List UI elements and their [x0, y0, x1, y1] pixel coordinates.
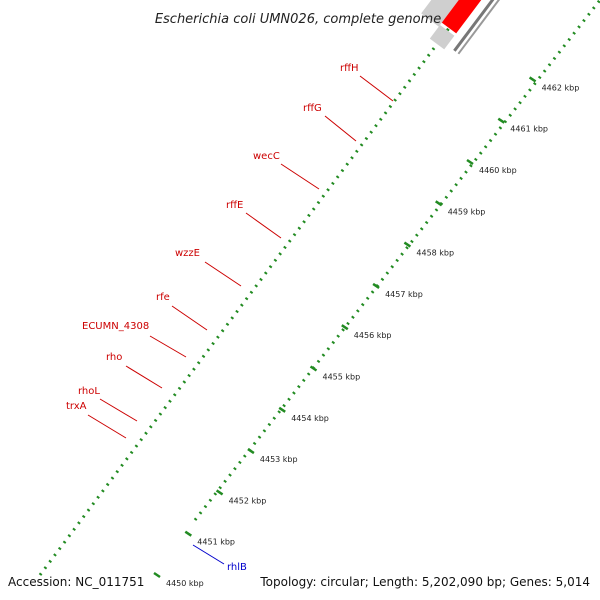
- gene-label-wzze: wzzE: [175, 248, 200, 259]
- kbp-tick-label: 4451 kbp: [197, 538, 235, 547]
- gene-label-rho: rho: [106, 352, 122, 363]
- kbp-tick-label: 4457 kbp: [385, 290, 423, 299]
- kbp-tick-label: 4460 kbp: [479, 166, 517, 175]
- kbp-tick-8: [403, 241, 412, 248]
- kbp-tick-12: [528, 76, 537, 83]
- gene-label-connector: [204, 261, 242, 287]
- gene-label-connector: [125, 365, 163, 389]
- gene-label-connector: [171, 305, 208, 331]
- backbone-line-outer: [453, 0, 495, 52]
- gene-label-rffe: rffE: [226, 200, 243, 211]
- outer-dotted-line: [38, 0, 472, 576]
- gene-label-connector: [87, 414, 127, 439]
- kbp-tick-label: 4459 kbp: [448, 207, 486, 216]
- map-title: Escherichia coli UMN026, complete genome: [155, 12, 441, 27]
- kbp-tick-11: [497, 117, 505, 124]
- gene-label-rfe: rfe: [156, 292, 170, 303]
- backbone-line-inner: [457, 0, 501, 55]
- inner-dotted-line: [193, 0, 600, 521]
- gene-label-ecumn_4308: ECUMN_4308: [82, 321, 149, 332]
- gene-label-connector: [192, 544, 225, 565]
- gene-label-trxa: trxA: [66, 401, 87, 412]
- kbp-tick-label: 4455 kbp: [323, 373, 361, 382]
- gap-block-red-top: [429, 25, 455, 50]
- gene-label-rffh: rffH: [340, 63, 359, 74]
- kbp-tick-5: [309, 365, 318, 372]
- kbp-tick-label: 4454 kbp: [291, 414, 329, 423]
- kbp-tick-10: [466, 158, 474, 166]
- kbp-tick-7: [372, 282, 380, 289]
- gene-label-rhlb: rhlB: [227, 562, 247, 573]
- kbp-tick-0: [153, 571, 161, 579]
- gene-label-wecc: wecC: [253, 151, 280, 162]
- feature-tracks: [421, 0, 501, 55]
- gene-label-connector: [149, 335, 187, 358]
- gene-label-connector: [99, 398, 138, 422]
- kbp-tick-label: 4452 kbp: [229, 496, 267, 505]
- kbp-tick-1: [184, 530, 192, 537]
- gap-block-top: [421, 0, 459, 27]
- kbp-tick-label: 4462 kbp: [542, 83, 580, 92]
- gene-label-connector: [280, 163, 320, 190]
- kbp-tick-2: [215, 489, 224, 496]
- kbp-tick-4: [278, 406, 286, 413]
- kbp-tick-9: [435, 200, 443, 207]
- kbp-tick-6: [341, 324, 349, 331]
- kbp-tick-3: [247, 448, 255, 455]
- gene-label-connector: [245, 212, 282, 239]
- kbp-tick-label: 4453 kbp: [260, 455, 298, 464]
- forward-cds-arrow-0: [441, 0, 482, 34]
- kbp-tick-label: 4458 kbp: [416, 249, 454, 258]
- gene-label-rhol: rhoL: [78, 386, 100, 397]
- kbp-tick-label: 4456 kbp: [354, 331, 392, 340]
- gene-label-connector: [324, 115, 357, 142]
- gene-label-connector: [359, 75, 394, 102]
- kbp-tick-label: 4450 kbp: [166, 579, 204, 588]
- kbp-tick-label: 4461 kbp: [510, 125, 548, 134]
- genome-summary-text: Topology: circular; Length: 5,202,090 bp…: [259, 575, 590, 589]
- gene-label-rffg: rffG: [303, 103, 322, 114]
- accession-text: Accession: NC_011751: [8, 575, 144, 589]
- kbp-tick-marks: 4450 kbp 4451 kbp 4452 kbp 4453 kbp 4454 kbp…: [153, 76, 580, 588]
- dotted-guide-lines: [38, 0, 600, 576]
